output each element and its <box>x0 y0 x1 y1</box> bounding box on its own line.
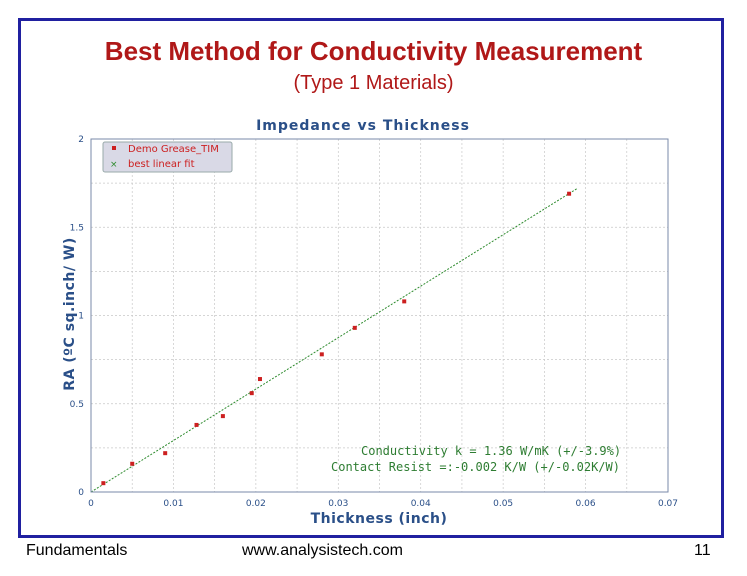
x-tick-label: 0.01 <box>163 499 183 509</box>
data-point <box>257 377 262 382</box>
legend-box <box>102 141 233 173</box>
slide-subtitle: (Type 1 Materials) <box>293 72 454 94</box>
x-tick-label: 0.05 <box>493 499 513 509</box>
annotation-contact-resist: Contact Resist =:-0.002 K/W (+/-0.02K/W) <box>331 460 620 474</box>
page-number: 11 <box>694 542 711 559</box>
footer-section-label: Fundamentals <box>26 542 128 559</box>
data-point <box>220 414 225 419</box>
best-fit-line <box>90 187 578 493</box>
data-point <box>163 451 168 456</box>
annotation-conductivity: Conductivity k = 1.36 W/mK (+/-3.9%) <box>361 444 621 458</box>
data-point <box>101 481 106 486</box>
data-point <box>402 299 407 304</box>
x-tick-label: 0.03 <box>328 499 348 509</box>
data-point <box>249 391 254 396</box>
x-tick-label: 0.07 <box>658 499 678 509</box>
axes-group <box>90 138 669 493</box>
x-tick-label: 0.06 <box>576 499 596 509</box>
x-tick-label: 0.02 <box>246 499 266 509</box>
x-axis-label: Thickness (inch) <box>311 511 448 527</box>
y-tick-label: 1.5 <box>70 223 84 233</box>
data-point <box>567 191 572 196</box>
y-tick-label: 0.5 <box>70 400 84 410</box>
legend-marker-points <box>112 146 116 150</box>
y-tick-labels: 0 0.5 1 1.5 2 <box>70 135 85 498</box>
y-tick-label: 0 <box>78 488 84 498</box>
fit-line-group <box>90 187 578 493</box>
x-tick-labels: 0 0.01 0.02 0.03 0.04 0.05 0.06 0.07 <box>88 499 678 509</box>
y-axis-label: RA (ºC sq.inch/ W) <box>62 237 78 390</box>
legend: Demo Grease_TIM × best linear fit <box>102 141 233 173</box>
data-point <box>130 461 135 466</box>
y-tick-label: 2 <box>78 135 84 145</box>
footer-website-link[interactable]: www.analysistech.com <box>242 542 403 559</box>
data-point <box>319 352 324 357</box>
legend-label-points: Demo Grease_TIM <box>128 144 219 155</box>
x-tick-label: 0 <box>88 499 94 509</box>
x-tick-label: 0.04 <box>411 499 431 509</box>
data-point <box>352 325 357 330</box>
legend-marker-fit: × <box>110 160 118 170</box>
data-point <box>194 422 199 427</box>
chart-title: Impedance vs Thickness <box>256 118 470 134</box>
data-points-group <box>101 191 572 486</box>
slide-title: Best Method for Conductivity Measurement <box>104 36 643 66</box>
plot-border <box>90 138 669 493</box>
legend-label-fit: best linear fit <box>128 159 195 170</box>
y-tick-label: 1 <box>78 312 84 322</box>
